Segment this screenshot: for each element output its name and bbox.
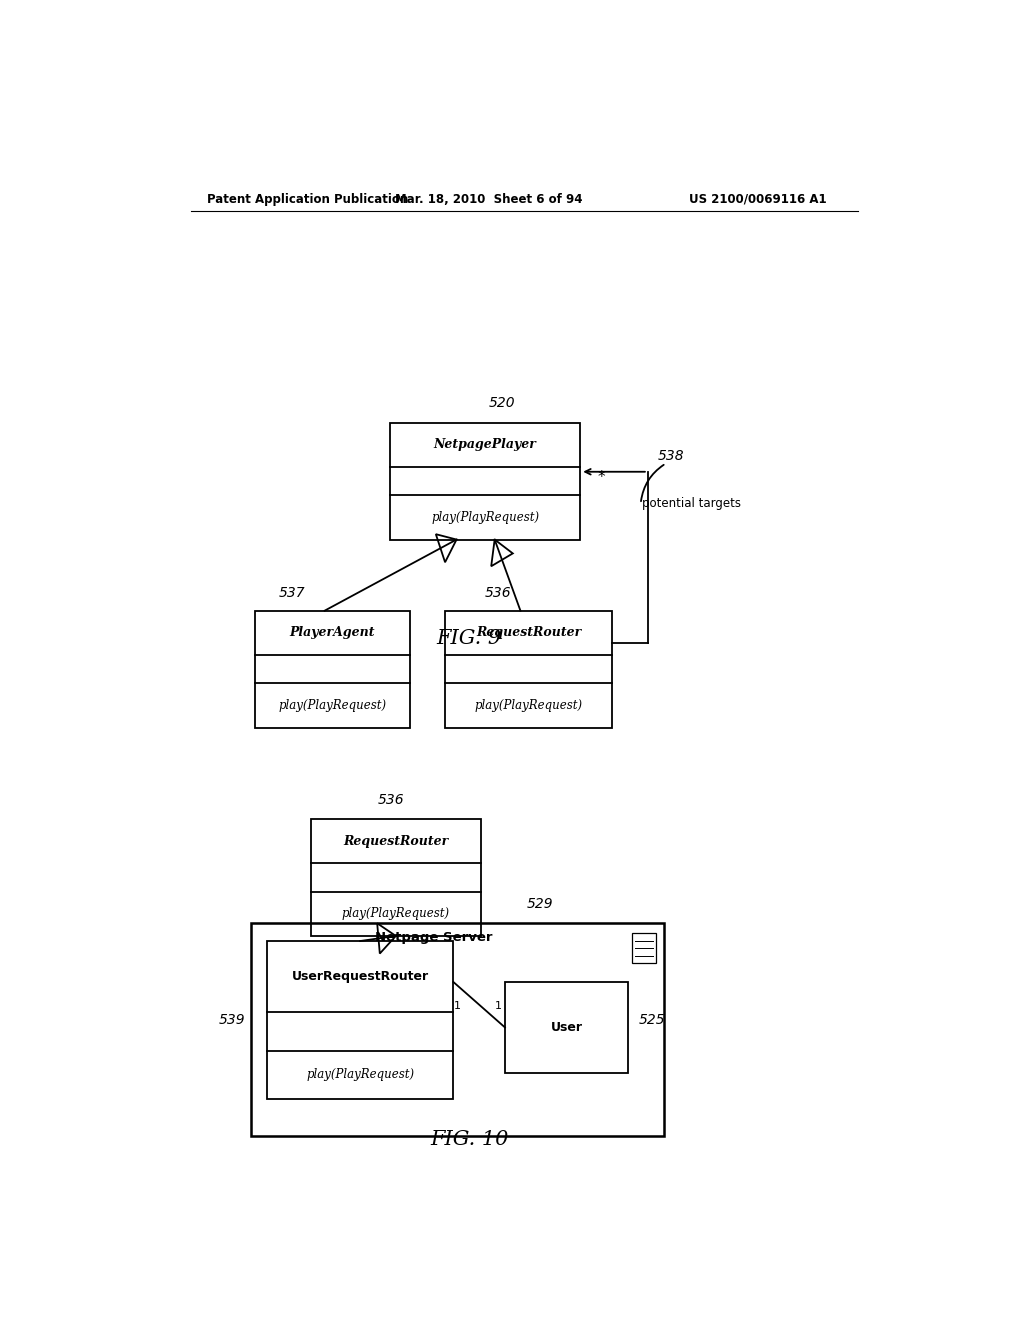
- Text: play(PlayRequest): play(PlayRequest): [306, 1068, 414, 1081]
- Text: 536: 536: [485, 586, 512, 599]
- Text: 536: 536: [378, 793, 404, 807]
- Text: UserRequestRouter: UserRequestRouter: [292, 970, 429, 983]
- Text: Patent Application Publication: Patent Application Publication: [207, 193, 409, 206]
- Text: play(PlayRequest): play(PlayRequest): [475, 698, 583, 711]
- Text: play(PlayRequest): play(PlayRequest): [431, 511, 540, 524]
- Text: play(PlayRequest): play(PlayRequest): [279, 698, 386, 711]
- Text: 537: 537: [279, 586, 305, 599]
- Text: FIG. 9: FIG. 9: [436, 628, 502, 648]
- Text: FIG. 10: FIG. 10: [430, 1130, 509, 1148]
- Text: 1: 1: [454, 1001, 461, 1011]
- Polygon shape: [505, 982, 628, 1073]
- Text: User: User: [551, 1020, 583, 1034]
- Text: Mar. 18, 2010  Sheet 6 of 94: Mar. 18, 2010 Sheet 6 of 94: [395, 193, 583, 206]
- Polygon shape: [445, 611, 612, 727]
- Text: PlayerAgent: PlayerAgent: [290, 627, 375, 639]
- Text: 520: 520: [489, 396, 516, 411]
- Text: play(PlayRequest): play(PlayRequest): [342, 907, 450, 920]
- Polygon shape: [310, 818, 481, 936]
- Text: NetpagePlayer: NetpagePlayer: [434, 438, 537, 451]
- Text: US 2100/0069116 A1: US 2100/0069116 A1: [689, 193, 826, 206]
- Polygon shape: [390, 422, 581, 540]
- Polygon shape: [632, 933, 655, 964]
- Polygon shape: [255, 611, 410, 727]
- Text: potential targets: potential targets: [642, 498, 741, 511]
- Text: RequestRouter: RequestRouter: [476, 627, 582, 639]
- Text: RequestRouter: RequestRouter: [343, 834, 449, 847]
- Text: 525: 525: [638, 1014, 665, 1027]
- Text: 538: 538: [658, 449, 685, 463]
- Text: *: *: [598, 470, 605, 484]
- Text: 529: 529: [526, 896, 553, 911]
- Polygon shape: [267, 941, 454, 1098]
- Text: Netpage Server: Netpage Server: [375, 932, 493, 945]
- Text: 539: 539: [219, 1014, 246, 1027]
- Text: 1: 1: [496, 1001, 502, 1011]
